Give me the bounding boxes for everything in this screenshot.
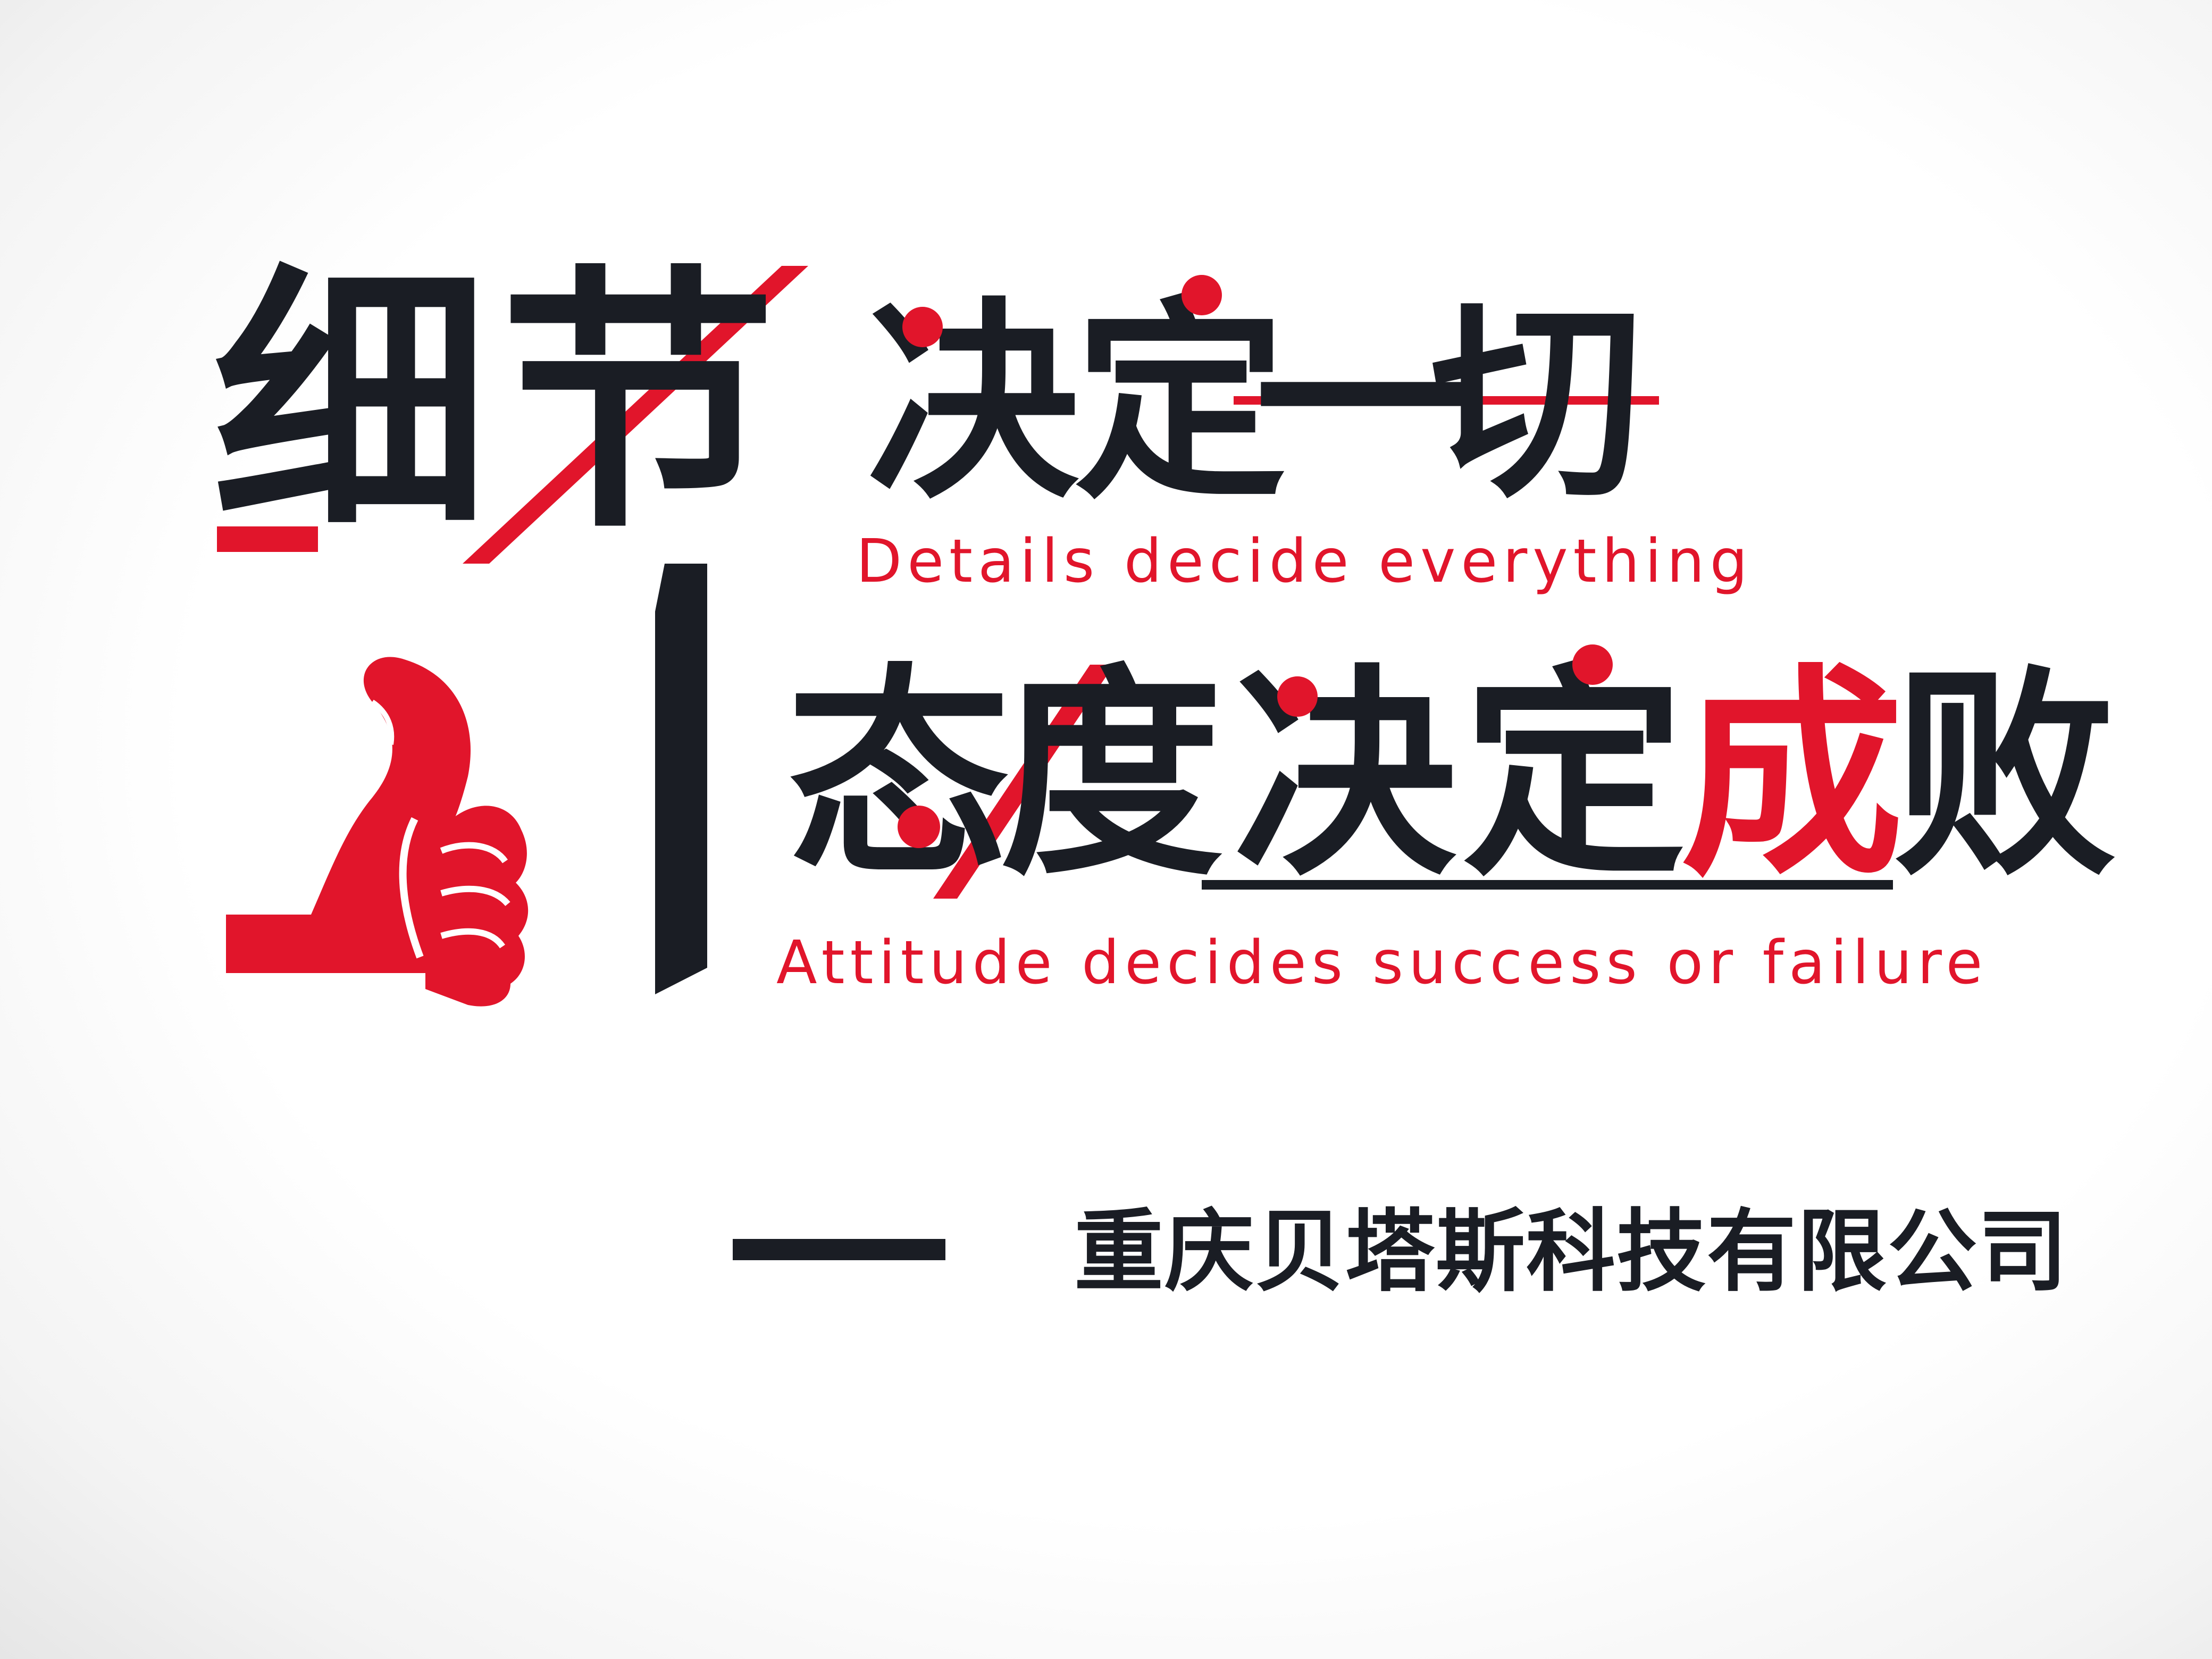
slogan1-slash (463, 266, 808, 564)
slogan1-english: Details decide everything (856, 527, 1753, 596)
slogan2-english: Attitude decides success or failure (776, 928, 1988, 998)
company-name: 重庆贝塔斯科技有限公司 (1074, 1200, 2068, 1304)
slogan2-char-4: 定 (1462, 646, 1686, 906)
slogan2-slash (933, 665, 1114, 899)
slogan1-char-5: 一 (1255, 280, 1468, 527)
slogan1-char-3: 决 (867, 280, 1079, 527)
slogan1-char-6: 切 (1430, 280, 1643, 527)
slogan2-char-6: 败 (1893, 646, 2116, 906)
slogan2-char-2: 度 (1000, 646, 1223, 906)
slogan1-strike-line (1234, 396, 1659, 405)
company-dash (733, 1239, 945, 1260)
thumbs-up-icon (226, 657, 529, 1007)
slogan1-char-1: 细 (213, 243, 489, 565)
slogan2-char-5: 成 (1680, 646, 1904, 906)
slogan2-baseline (1202, 880, 1893, 890)
vertical-stroke (655, 564, 707, 994)
accent-bar-left (217, 526, 318, 552)
slogan1-char-2: 节 (500, 243, 776, 565)
slogan2-char-3: 决 (1234, 646, 1457, 906)
slogan2-char-1: 态 (787, 646, 1010, 906)
slogan1-char-4: 定 (1074, 280, 1287, 527)
